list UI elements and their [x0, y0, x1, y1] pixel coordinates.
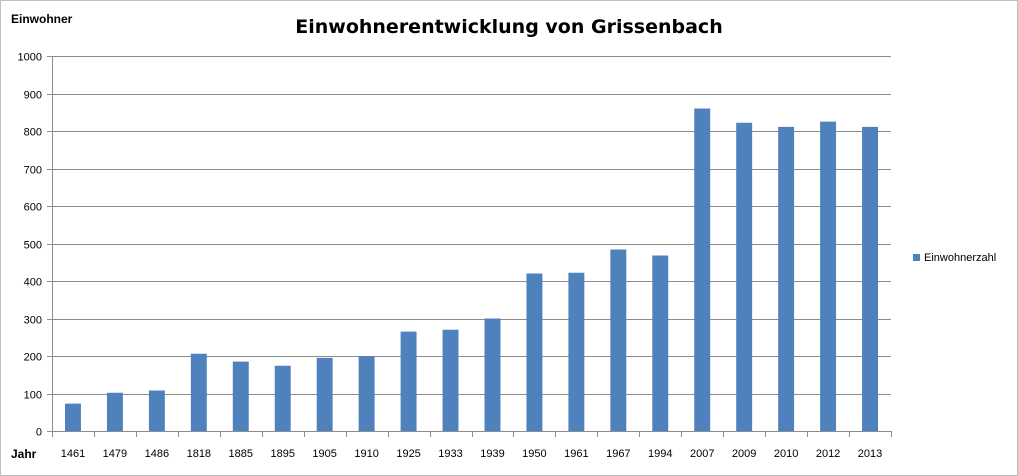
x-tick-label: 2012 — [816, 448, 840, 460]
bar-1939 — [484, 318, 501, 431]
x-tick-label: 1461 — [61, 448, 85, 460]
bar-2010 — [778, 126, 795, 431]
legend-label: Einwohnerzahl — [924, 252, 996, 264]
x-tick-label: 1967 — [606, 448, 630, 460]
y-tick-label: 400 — [24, 277, 42, 289]
bar-1885 — [232, 361, 249, 431]
bar-1994 — [652, 255, 669, 431]
bar-2007 — [694, 108, 711, 431]
legend-swatch — [913, 254, 920, 261]
x-tick-label: 1818 — [187, 448, 211, 460]
y-tick-labels: 0 100 200 300 400 500 600 700 800 900 1000 — [18, 52, 42, 439]
legend: Einwohnerzahl — [913, 252, 996, 264]
y-tick-label: 700 — [24, 165, 42, 177]
x-tick-label: 2007 — [690, 448, 714, 460]
y-tick-label: 0 — [36, 427, 42, 439]
y-tick-label: 600 — [24, 202, 42, 214]
x-tick-label: 1933 — [438, 448, 462, 460]
x-tick-label: 1885 — [229, 448, 253, 460]
x-tick-label: 1895 — [270, 448, 294, 460]
axes — [47, 56, 892, 437]
bars — [65, 108, 878, 431]
y-tick-label: 300 — [24, 315, 42, 327]
x-tick-label: 1994 — [648, 448, 672, 460]
y-tick-label: 200 — [24, 352, 42, 364]
x-axis-label: Jahr — [11, 447, 37, 461]
bar-1818 — [190, 353, 207, 431]
x-tick-label: 1925 — [396, 448, 420, 460]
x-tick-label: 1939 — [480, 448, 504, 460]
bar-1933 — [442, 329, 459, 431]
x-tick-label: 2010 — [774, 448, 798, 460]
x-tick-labels: 1461 1479 1486 1818 1885 1895 1905 1910 1925 1933… — [61, 448, 883, 460]
bar-2013 — [862, 126, 878, 431]
y-tick-label: 1000 — [18, 52, 42, 64]
x-tick-label: 1950 — [522, 448, 546, 460]
x-tick-label: 2009 — [732, 448, 756, 460]
y-axis-label: Einwohner — [11, 12, 73, 26]
x-tick-label: 1479 — [103, 448, 127, 460]
chart-title: Einwohnerentwicklung von Grissenbach — [295, 16, 722, 38]
bar-1895 — [274, 365, 291, 431]
x-tick-label: 2013 — [858, 448, 882, 460]
gridlines — [52, 56, 891, 395]
bar-1961 — [568, 272, 585, 431]
y-tick-label: 500 — [24, 240, 42, 252]
x-tick-label: 1910 — [354, 448, 378, 460]
bar-2012 — [820, 121, 837, 431]
x-tick-label: 1961 — [564, 448, 588, 460]
bar-1479 — [106, 392, 123, 431]
bar-1950 — [526, 273, 543, 431]
bar-2009 — [736, 122, 753, 431]
bar-1461 — [65, 403, 81, 431]
y-tick-label: 100 — [24, 390, 42, 402]
x-tick-label: 1905 — [312, 448, 336, 460]
x-tick-label: 1486 — [145, 448, 169, 460]
bar-1910 — [358, 356, 375, 431]
y-tick-label: 900 — [24, 90, 42, 102]
bar-1925 — [400, 331, 417, 431]
bar-1486 — [148, 390, 165, 431]
bar-1905 — [316, 357, 333, 431]
bar-1967 — [610, 249, 627, 431]
y-tick-label: 800 — [24, 127, 42, 139]
